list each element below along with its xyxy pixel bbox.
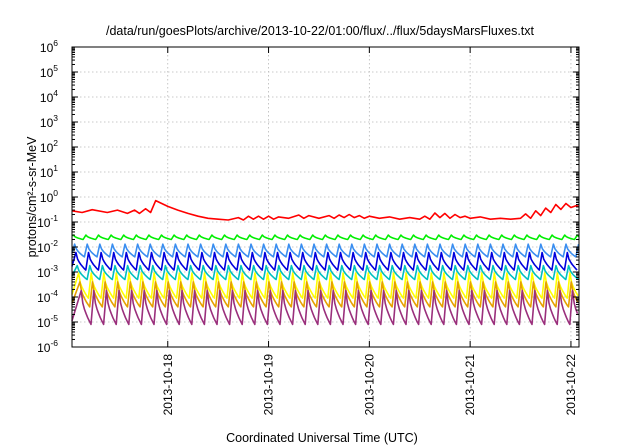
y-tick-base: 10 [37,316,51,330]
y-tick-exponent: -5 [50,313,58,323]
y-tick-base: 10 [40,166,54,180]
axis-ticks [72,46,579,348]
y-tick-exponent: 6 [53,38,58,48]
y-tick-base: 10 [37,291,51,305]
flux-series-line [71,243,580,258]
y-tick-label: 106 [40,38,58,55]
chart-title: /data/run/goesPlots/archive/2013-10-22/0… [106,24,535,38]
y-tick-exponent: -6 [50,338,58,348]
y-tick-base: 10 [40,91,54,105]
x-tick-label: 2013-10-20 [362,354,376,416]
x-tick-label: 2013-10-19 [262,354,276,416]
y-tick-exponent: 1 [53,163,58,173]
y-tick-label: 105 [40,63,58,80]
y-tick-exponent: -1 [50,213,58,223]
y-tick-base: 10 [40,141,54,155]
x-tick-label: 2013-10-22 [564,354,578,416]
flux-series-line [71,199,580,221]
y-tick-label: 100 [40,188,58,205]
y-tick-label: 10-1 [37,213,58,230]
y-tick-label: 10-3 [37,263,58,280]
y-tick-exponent: 5 [53,63,58,73]
y-tick-label: 103 [40,113,58,130]
y-tick-base: 10 [37,266,51,280]
y-tick-base: 10 [40,116,54,130]
y-tick-exponent: 0 [53,188,58,198]
y-tick-exponent: 2 [53,138,58,148]
y-tick-label: 10-5 [37,313,58,330]
flux-series-line [71,272,579,299]
y-axis-label: protons/cm²-s-sr-MeV [25,136,39,258]
y-tick-base: 10 [40,41,54,55]
x-tick-labels: 2013-10-18 2013-10-19 2013-10-20 2013-10-21… [161,354,578,416]
flux-series-line [71,264,579,281]
y-tick-label: 10-2 [37,238,58,255]
y-tick-base: 10 [40,191,54,205]
data-series [71,199,580,326]
y-tick-base: 10 [40,66,54,80]
flux-series-line [71,251,578,271]
y-tick-label: 104 [40,88,58,105]
x-tick-label: 2013-10-21 [463,354,477,416]
flux-series-line [71,281,579,308]
y-tick-exponent: -2 [50,238,58,248]
y-tick-labels: 10-610-510-410-310-210-11001011021031041… [37,38,58,355]
y-tick-base: 10 [37,216,51,230]
y-tick-label: 10-4 [37,288,58,305]
flux-series-line [71,289,579,326]
y-tick-label: 101 [40,163,58,180]
y-tick-label: 10-6 [37,338,58,355]
x-tick-label: 2013-10-18 [161,354,175,416]
flux-series-line [71,234,580,241]
y-tick-exponent: -4 [50,288,58,298]
y-tick-label: 102 [40,138,58,155]
x-axis-label: Coordinated Universal Time (UTC) [226,431,418,445]
y-tick-base: 10 [37,341,51,355]
y-tick-exponent: 4 [53,88,58,98]
y-tick-exponent: -3 [50,263,58,273]
y-tick-base: 10 [37,241,51,255]
y-tick-exponent: 3 [53,113,58,123]
